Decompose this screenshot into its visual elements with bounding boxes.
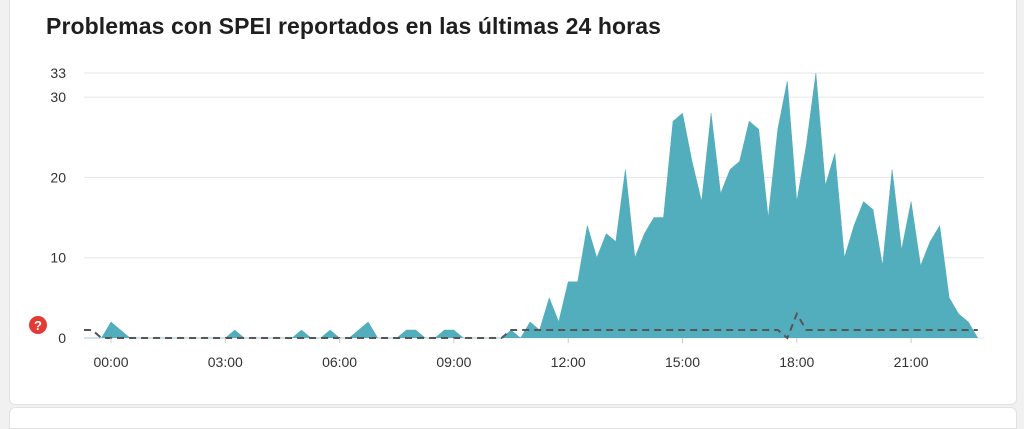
alert-glyph: ?	[34, 318, 42, 333]
baseline-line	[84, 311, 978, 340]
x-tick-label: 00:00	[93, 354, 128, 370]
y-tick-label: 10	[50, 250, 66, 266]
x-tick-label: 12:00	[551, 354, 586, 370]
alert-marker[interactable]: ?	[29, 316, 47, 334]
reports-area	[84, 72, 979, 339]
area-series	[84, 72, 979, 339]
y-axis-ticks: 0 10 20 30 33	[50, 65, 66, 346]
chart-title: Problemas con SPEI reportados en las últ…	[46, 13, 662, 39]
x-tick-label: 09:00	[436, 354, 471, 370]
question-mark-icon[interactable]	[29, 316, 47, 334]
x-axis-ticks: 00:00 03:00 06:00 09:00 12:00 15:00 18:00 21:00	[93, 338, 929, 370]
y-tick-label: 30	[50, 89, 66, 105]
baseline-series	[84, 311, 978, 340]
y-tick-label: 0	[58, 330, 66, 346]
x-tick-label: 15:00	[665, 354, 700, 370]
reports-area-chart: 0 10 20 30 33 00:00 03:00 06:00 09:00 12:00 15:00…	[29, 65, 984, 370]
next-card	[9, 407, 1017, 429]
y-tick-label: 20	[50, 169, 66, 185]
x-tick-label: 21:00	[894, 354, 929, 370]
x-tick-label: 03:00	[208, 354, 243, 370]
y-tick-label: 33	[50, 65, 66, 81]
x-tick-label: 18:00	[779, 354, 814, 370]
x-tick-label: 06:00	[322, 354, 357, 370]
